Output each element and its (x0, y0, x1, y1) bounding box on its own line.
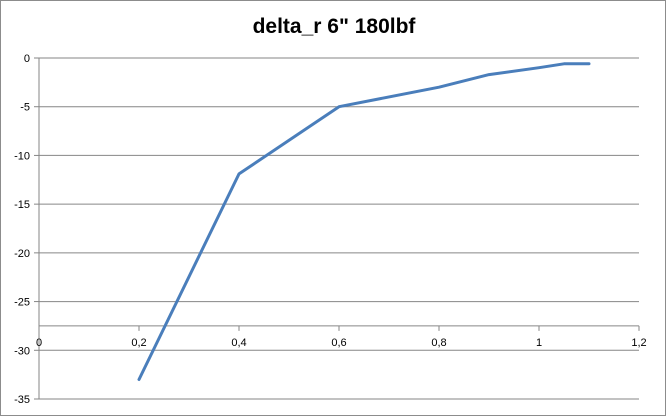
y-tick-label: -30 (14, 345, 30, 357)
x-tick-label: 0,6 (331, 337, 346, 349)
y-tick-label: -15 (14, 199, 30, 211)
y-tick-label: -35 (14, 394, 30, 406)
x-tick-label: 0,2 (131, 337, 146, 349)
y-tick-label: -10 (14, 150, 30, 162)
x-tick-label: 1 (536, 337, 542, 349)
chart-title: delta_r 6" 180lbf (252, 15, 416, 38)
x-tick-label: 0,4 (231, 337, 246, 349)
x-tick-label: 0,8 (431, 337, 446, 349)
x-tick-label: 1,2 (631, 337, 646, 349)
series-line (137, 62, 591, 381)
y-tick-label: 0 (24, 53, 30, 65)
x-tick-label: 0 (36, 337, 42, 349)
y-tick-label: -20 (14, 248, 30, 260)
y-tick-label: -5 (20, 102, 30, 114)
y-tick-label: -25 (14, 297, 30, 309)
